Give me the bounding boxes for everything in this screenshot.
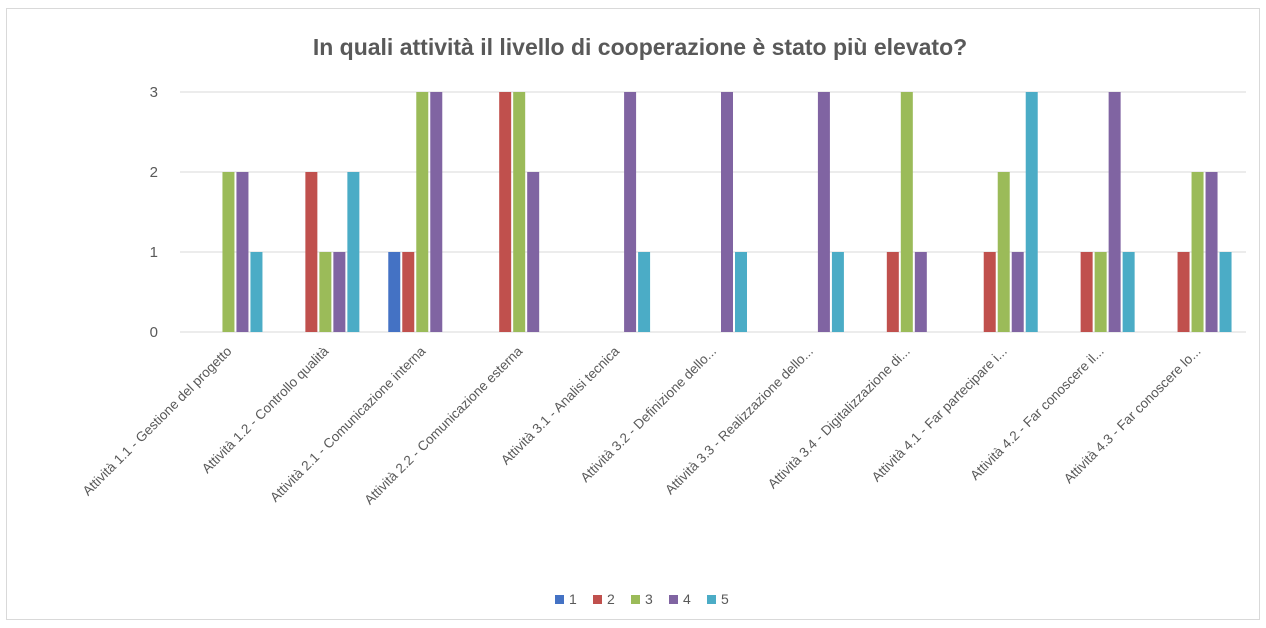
bar-series-2 <box>886 252 899 332</box>
legend-label: 3 <box>645 591 653 607</box>
bar-series-2 <box>1177 252 1190 332</box>
legend-label: 4 <box>683 591 691 607</box>
bar-series-3 <box>1191 172 1204 332</box>
bar-series-2 <box>499 92 512 332</box>
bar-series-5 <box>347 172 360 332</box>
bar-series-4 <box>1205 172 1218 332</box>
bar-series-3 <box>319 252 332 332</box>
x-tick-label: Attività 2.2 - Comunicazione esterna <box>361 343 525 507</box>
bar-series-4 <box>721 92 733 332</box>
y-tick-label: 3 <box>150 84 158 101</box>
bar-series-4 <box>914 252 927 332</box>
bar-series-5 <box>1025 92 1038 332</box>
bar-series-4 <box>624 92 637 332</box>
bar-series-3 <box>416 92 429 332</box>
bar-series-4 <box>333 252 346 332</box>
bar-series-4 <box>1108 92 1121 332</box>
legend-swatch <box>669 595 678 604</box>
bar-series-2 <box>983 252 996 332</box>
x-tick-label: Attività 1.1 - Gestione del progetto <box>80 344 235 499</box>
bar-series-5 <box>638 252 651 332</box>
legend-label: 2 <box>607 591 615 607</box>
bar-series-4 <box>527 172 540 332</box>
bar-series-5 <box>735 252 747 332</box>
legend-label: 5 <box>721 591 729 607</box>
legend: 1 2 3 4 5 <box>555 591 729 607</box>
bar-series-3 <box>1094 252 1107 332</box>
bar-series-3 <box>997 172 1010 332</box>
bar-series-2 <box>402 252 415 332</box>
legend-swatch <box>631 595 640 604</box>
legend-swatch <box>555 595 564 604</box>
bar-series-5 <box>1219 252 1232 332</box>
x-axis-labels: Attività 1.1 - Gestione del progettoAtti… <box>80 343 1204 507</box>
bar-series-2 <box>1080 252 1093 332</box>
bar-series-4 <box>236 172 249 332</box>
legend-swatch <box>593 595 602 604</box>
y-tick-label: 2 <box>150 164 158 181</box>
x-tick-label: Attività 2.1 - Comunicazione interna <box>267 343 429 505</box>
bar-series-3 <box>513 92 526 332</box>
legend-label: 1 <box>569 591 577 607</box>
bar-series-1 <box>388 252 401 332</box>
bar-series-4 <box>430 92 443 332</box>
bar-series-5 <box>831 252 844 332</box>
bar-series-2 <box>305 172 318 332</box>
y-axis-ticks: 0 1 2 3 <box>150 84 158 341</box>
bar-series-4 <box>1011 252 1024 332</box>
bar-series-4 <box>817 92 830 332</box>
bar-series-3 <box>900 92 913 332</box>
chart-title: In quali attività il livello di cooperaz… <box>313 34 967 60</box>
bar-series-5 <box>250 252 263 332</box>
legend-swatch <box>707 595 716 604</box>
y-tick-label: 1 <box>150 244 158 261</box>
bar-series-3 <box>222 172 235 332</box>
bar-series-5 <box>1122 252 1135 332</box>
bars <box>222 92 1232 332</box>
y-tick-label: 0 <box>150 324 158 341</box>
